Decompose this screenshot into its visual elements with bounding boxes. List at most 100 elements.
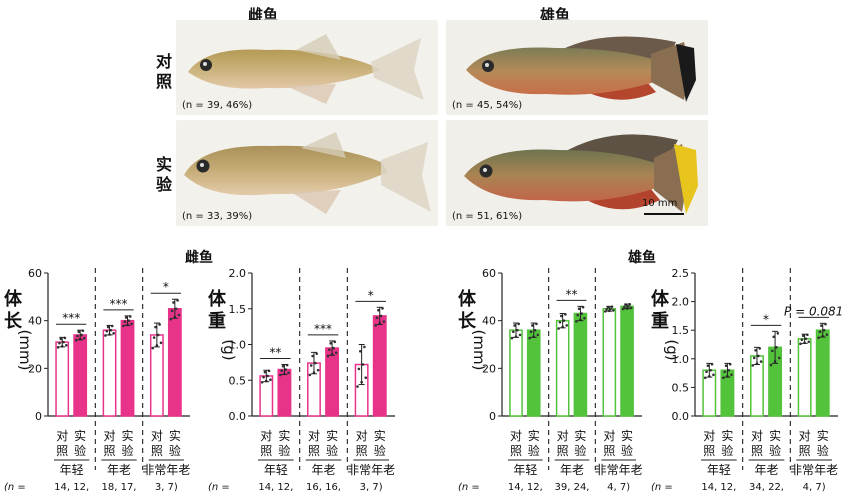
data-point bbox=[724, 364, 728, 368]
data-point bbox=[727, 368, 731, 372]
bar-label: 验 bbox=[122, 443, 134, 458]
bar-label: 验 bbox=[169, 443, 181, 458]
data-point bbox=[329, 342, 333, 345]
bar-label: 验 bbox=[278, 443, 290, 458]
data-point bbox=[280, 369, 283, 372]
data-point bbox=[817, 336, 820, 340]
data-point bbox=[374, 324, 377, 327]
y-tick-label: 0 bbox=[489, 410, 496, 423]
data-point bbox=[565, 324, 569, 327]
data-point bbox=[804, 337, 808, 341]
fish-female-control-image bbox=[188, 34, 424, 104]
data-point bbox=[278, 373, 282, 377]
data-point bbox=[709, 368, 712, 372]
y-tick-label: 1.5 bbox=[672, 324, 690, 337]
y-tick-label: 2.0 bbox=[229, 267, 247, 280]
bar-control bbox=[797, 338, 812, 417]
data-point bbox=[109, 328, 113, 332]
data-point bbox=[151, 346, 155, 350]
bar-label: 照 bbox=[356, 444, 368, 458]
data-point bbox=[363, 345, 366, 349]
data-point bbox=[754, 348, 757, 352]
bar-label: 照 bbox=[308, 444, 320, 458]
bar-label: 实 bbox=[574, 428, 586, 443]
row-label-control: 对照 bbox=[155, 52, 172, 91]
data-point bbox=[800, 338, 804, 342]
photo-female-treated: (n = 33, 39%) bbox=[176, 120, 438, 226]
data-point bbox=[575, 320, 578, 323]
data-point bbox=[706, 364, 710, 368]
n-caption-male-control: (n = 45, 54%) bbox=[452, 100, 523, 111]
bar-label: 实 bbox=[817, 428, 829, 443]
data-point bbox=[759, 360, 763, 363]
bar-label: 照 bbox=[151, 444, 163, 458]
data-point bbox=[752, 356, 756, 360]
data-point bbox=[80, 333, 83, 337]
bar-label: 实 bbox=[721, 428, 733, 443]
bar-label: 对 bbox=[308, 429, 320, 443]
male-header: 雄鱼 bbox=[540, 6, 571, 24]
data-point bbox=[263, 370, 267, 374]
data-point bbox=[799, 342, 802, 346]
y-tick-label: 1.5 bbox=[229, 303, 247, 316]
bar-label: 照 bbox=[751, 444, 763, 458]
group-label: 非常年老 bbox=[790, 463, 838, 477]
bar-label: 照 bbox=[260, 444, 272, 458]
data-point bbox=[612, 309, 615, 312]
n-caption-female-control: (n = 39, 46%) bbox=[182, 100, 253, 111]
data-point bbox=[334, 351, 338, 355]
y-axis-unit: (g) bbox=[663, 339, 681, 360]
data-point bbox=[757, 354, 760, 358]
data-point bbox=[629, 306, 633, 310]
group-n: 4, 7) bbox=[803, 482, 826, 493]
data-point bbox=[375, 316, 379, 320]
data-point bbox=[170, 309, 174, 313]
data-point bbox=[315, 352, 319, 355]
data-point bbox=[158, 323, 161, 326]
data-point bbox=[382, 320, 386, 323]
data-point bbox=[712, 373, 715, 377]
data-point bbox=[536, 333, 540, 337]
bar-label: 实 bbox=[528, 428, 540, 443]
data-point bbox=[776, 331, 780, 335]
data-point bbox=[269, 378, 272, 382]
bar-treated bbox=[120, 319, 135, 417]
data-point bbox=[361, 363, 365, 366]
y-tick-label: 0.5 bbox=[672, 381, 690, 394]
bar-label: 验 bbox=[528, 443, 540, 458]
bar-label: 照 bbox=[510, 444, 522, 458]
group-label: 年轻 bbox=[264, 463, 288, 477]
bar-label: 实 bbox=[326, 428, 338, 443]
data-point bbox=[518, 333, 522, 337]
bar-label: 实 bbox=[122, 428, 134, 443]
data-point bbox=[723, 370, 726, 374]
y-axis-label: 体 bbox=[651, 288, 670, 310]
data-point bbox=[58, 341, 61, 345]
y-tick-label: 2.0 bbox=[672, 296, 690, 309]
group-n: 3, 7) bbox=[155, 482, 178, 493]
group-n: 14, 12, bbox=[258, 482, 293, 493]
y-tick-label: 40 bbox=[28, 315, 42, 328]
data-point bbox=[159, 341, 163, 345]
bar-label: 照 bbox=[557, 444, 569, 458]
bar-treated bbox=[372, 315, 387, 417]
bar-label: 对 bbox=[799, 429, 811, 443]
data-point bbox=[513, 324, 516, 327]
n-caption-male-treated: (n = 51, 61%) bbox=[452, 211, 523, 222]
bar-label: 对 bbox=[356, 429, 368, 443]
data-point bbox=[314, 361, 317, 365]
significance-mark: P = 0.081 bbox=[784, 304, 843, 318]
group-label: 年轻 bbox=[60, 463, 84, 477]
data-point bbox=[377, 308, 380, 312]
data-point bbox=[326, 354, 330, 358]
data-point bbox=[576, 313, 580, 317]
data-point bbox=[104, 334, 107, 337]
y-axis-label: 体 bbox=[458, 288, 477, 310]
y-tick-label: 20 bbox=[482, 362, 496, 375]
y-tick-label: 1.0 bbox=[672, 353, 690, 366]
group-label: 年轻 bbox=[513, 463, 537, 477]
group-label: 非常年老 bbox=[595, 463, 643, 477]
data-point bbox=[308, 373, 312, 377]
data-point bbox=[623, 305, 626, 309]
